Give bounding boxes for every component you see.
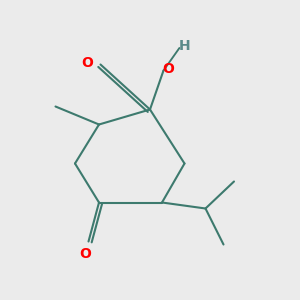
Text: O: O (80, 247, 92, 260)
Text: H: H (179, 40, 190, 53)
Text: O: O (162, 62, 174, 76)
Text: O: O (81, 56, 93, 70)
